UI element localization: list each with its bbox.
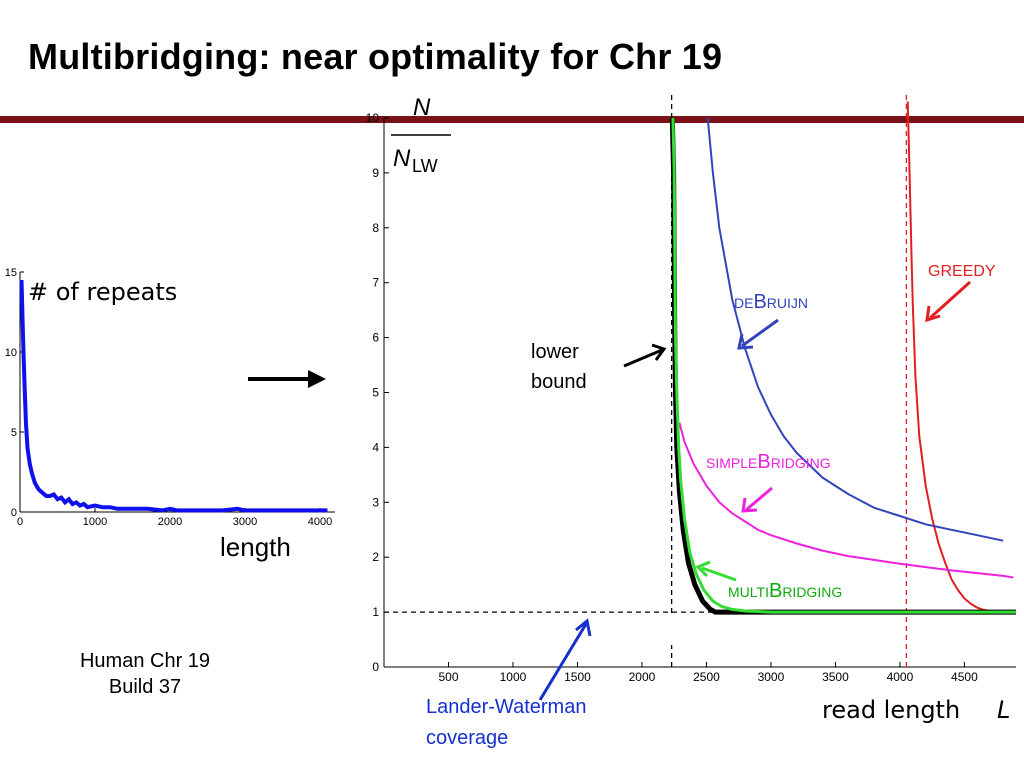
inset-ytick-label: 15	[5, 267, 17, 279]
main-xtick-label: 3500	[822, 670, 849, 684]
inset-ytick-label: 10	[5, 347, 17, 359]
series-simplebridging	[678, 422, 1014, 579]
title-rule	[0, 116, 1024, 123]
debruijn-arrowhead-icon	[737, 333, 754, 350]
caption-line-1: Human Chr 19	[79, 650, 211, 672]
ylabel-denominator: N	[393, 145, 411, 172]
greedy-arrowhead-icon	[925, 305, 941, 323]
main-xtick-label: 1500	[564, 670, 591, 684]
main-ytick-label: 7	[372, 276, 379, 290]
repeats-histogram: 0 5 10 15 0 1000 2000 3000 4000 # of repeats	[0, 262, 345, 537]
main-ytick-label: 5	[372, 386, 379, 400]
inset-xtick-label: 3000	[233, 516, 257, 528]
simplebridging-arrowhead-icon	[741, 497, 758, 513]
greedy-label: GREEDY	[928, 263, 996, 280]
lower-bound-label-2: bound	[531, 371, 587, 393]
main-ytick-label: 3	[372, 495, 379, 509]
inset-xtick-label: 4000	[308, 516, 332, 528]
lower-bound-arrow-icon	[623, 348, 663, 368]
main-xtick-label: 1000	[500, 670, 527, 684]
lw-arrowhead-icon	[575, 618, 592, 637]
main-reference-lines	[384, 95, 1016, 667]
inset-xtick-label: 1000	[83, 516, 107, 528]
main-xtick-label: 4000	[887, 670, 914, 684]
inset-xtick-label: 0	[17, 516, 23, 528]
debruijn-rest: RUIJN	[767, 295, 808, 311]
series-debruijn	[706, 117, 1004, 542]
lower-bound-label-1: lower	[531, 341, 579, 363]
debruijn-big: B	[753, 291, 766, 313]
multi-small: MULTI	[728, 584, 769, 600]
debruijn-small: DE	[734, 295, 753, 311]
series-lower-bound	[669, 117, 1016, 615]
main-xtick-label: 3000	[758, 670, 785, 684]
main-ytick-label: 2	[372, 550, 379, 564]
inset-length-label: length	[220, 532, 291, 562]
xlabel: read length	[822, 696, 960, 724]
lw-label-2: coverage	[426, 727, 508, 749]
main-ytick-label: 9	[372, 166, 379, 180]
multibridging-arrow-icon	[701, 566, 737, 582]
main-xtick-label: 4500	[951, 670, 978, 684]
debruijn-label: DEBRUIJN	[734, 291, 808, 313]
main-ytick-label: 8	[372, 221, 379, 235]
greedy-arrow-icon	[928, 280, 972, 320]
lw-label-1: Lander-Waterman	[426, 696, 586, 718]
main-ytick-label: 6	[372, 331, 379, 345]
main-axes	[383, 118, 1016, 668]
main-xtick-label: 500	[438, 670, 458, 684]
series-multibridging	[671, 117, 1016, 614]
simple-big: B	[757, 451, 770, 473]
inset-ytick-label: 5	[11, 427, 17, 439]
debruijn-arrow-icon	[741, 318, 779, 348]
inset-series-line	[19, 279, 328, 513]
lower-bound-arrowhead-icon	[651, 343, 667, 361]
main-ytick-label: 4	[372, 440, 379, 454]
inset-ytick-label: 0	[11, 507, 17, 519]
simple-small: SIMPLE	[706, 455, 757, 471]
simplebridging-arrow-icon	[745, 486, 773, 512]
chromosome-caption: Human Chr 19 Build 37	[40, 648, 250, 700]
slide-title: Multibridging: near optimality for Chr 1…	[28, 36, 723, 77]
multibridging-arrowhead-icon	[695, 560, 711, 578]
ylabel-subscript: LW	[412, 156, 438, 176]
main-series	[669, 101, 1016, 615]
simplebridging-label: SIMPLEBRIDGING	[706, 451, 831, 473]
caption-line-2: Build 37	[108, 676, 182, 698]
xlabel-variable: L	[997, 696, 1010, 724]
multibridging-label: MULTIBRIDGING	[728, 580, 842, 602]
inset-background	[0, 262, 345, 537]
series-greedy	[906, 101, 1016, 614]
multi-big: B	[769, 580, 782, 602]
main-ytick-label: 0	[372, 660, 379, 674]
label-mask	[630, 615, 812, 645]
inset-ylabel: # of repeats	[28, 278, 177, 306]
main-xtick-label: 2500	[693, 670, 720, 684]
simple-rest: RIDGING	[771, 455, 831, 471]
multi-rest: RIDGING	[782, 584, 842, 600]
lw-arrow-icon	[538, 623, 588, 701]
main-xtick-label: 2000	[629, 670, 656, 684]
main-ytick-label: 1	[372, 605, 379, 619]
right-arrow-icon	[248, 370, 326, 388]
inset-xtick-label: 2000	[158, 516, 182, 528]
